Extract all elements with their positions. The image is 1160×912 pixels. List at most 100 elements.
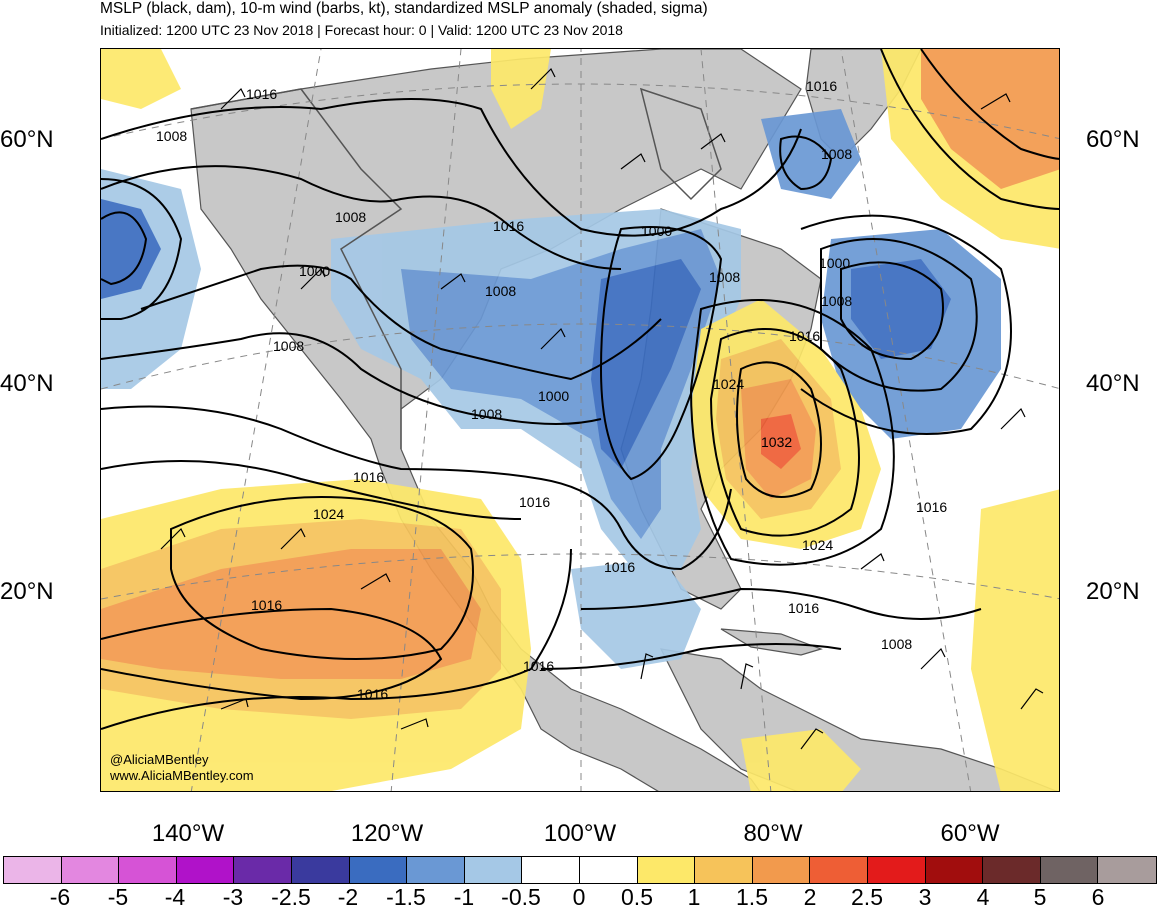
colorbar-box — [234, 857, 292, 883]
colorbar-box — [867, 857, 926, 883]
anomaly-pos-alaska — [491, 49, 551, 129]
wind-barb — [540, 327, 566, 350]
colorbar-label: 1.5 — [736, 884, 768, 910]
anomaly-pos-east-high-peak — [761, 414, 801, 469]
isobar-label: 1016 — [523, 658, 554, 674]
colorbar-label: 6 — [1091, 884, 1105, 910]
wind-barb — [300, 267, 326, 290]
isobar-label: 1024 — [313, 506, 344, 522]
colorbar-box — [522, 857, 580, 883]
isobar-label: 1008 — [485, 283, 516, 299]
colorbar-label: 2 — [803, 884, 817, 910]
isobar-label: 1024 — [713, 376, 744, 392]
colorbar-box — [407, 857, 465, 883]
isobar-label: 1024 — [802, 537, 833, 553]
credit-website: www.AliciaMBentley.com — [110, 768, 254, 783]
isobar-label: 1008 — [821, 146, 852, 162]
isobar — [101, 548, 572, 730]
map-panel: 1016 1008 1008 1016 1000 1008 1008 1000 … — [100, 48, 1060, 792]
isobar — [920, 49, 1059, 160]
colorbar-box — [752, 857, 811, 883]
lat-label-20n-left: 20°N — [0, 578, 54, 605]
colorbar-label: 5 — [1033, 884, 1047, 910]
isobar — [101, 98, 802, 237]
anomaly-neg-atlantic-low-core — [851, 259, 951, 359]
colorbar-box — [176, 857, 235, 883]
wind-barb — [440, 273, 466, 290]
isobar — [101, 405, 732, 571]
anomaly-neg-gulf — [571, 559, 701, 669]
isobar-label: 1016 — [246, 86, 277, 102]
isobar-label: 1008 — [821, 293, 852, 309]
colorbar-box — [61, 857, 120, 883]
isobar-label: 1032 — [761, 434, 792, 450]
isobar — [101, 460, 522, 520]
colorbar-label: 4 — [976, 884, 990, 910]
isobar — [101, 211, 148, 286]
colorbar-box — [810, 857, 868, 883]
colorbar-label: -0.5 — [501, 884, 541, 910]
colorbar-box — [695, 857, 753, 883]
wind-barb — [980, 93, 1011, 110]
isobar — [820, 238, 978, 392]
wind-barb — [530, 67, 556, 90]
isobar — [101, 332, 602, 425]
lon-label-60w: 60°W — [940, 820, 1000, 847]
colorbar-label: -2.5 — [271, 884, 311, 910]
lon-label-80w: 80°W — [743, 820, 803, 847]
colorbar-label: -5 — [107, 884, 129, 910]
map-svg: 1016 1008 1008 1016 1000 1008 1008 1000 … — [101, 49, 1059, 791]
isobar-label: 1016 — [788, 600, 819, 616]
isobar-label: 1008 — [709, 269, 740, 285]
isobar-label: 1016 — [251, 597, 282, 613]
colorbar-label: -1 — [453, 884, 475, 910]
coastline-hudson — [639, 87, 722, 201]
anomaly-pos-caribbean — [741, 729, 861, 791]
wind-barb — [280, 527, 306, 550]
figure-title: MSLP (black, dam), 10-m wind (barbs, kt)… — [100, 0, 708, 17]
credit-handle: @AliciaMBentley — [110, 752, 209, 767]
isobar — [101, 607, 443, 701]
lon-line-60w — [840, 49, 972, 791]
colorbar-label: -1.5 — [386, 884, 426, 910]
colorbar-label: 1 — [687, 884, 701, 910]
colorbar-label: -2 — [337, 884, 359, 910]
isobar-label: 1016 — [806, 78, 837, 94]
isobar-label: 1000 — [299, 263, 330, 279]
colorbar-label: 2.5 — [851, 884, 883, 910]
isobar-label: 1008 — [881, 636, 912, 652]
colorbar — [3, 856, 1157, 884]
colorbar-box — [1040, 857, 1099, 883]
isobar — [880, 49, 1059, 210]
isobar-label: 1016 — [353, 469, 384, 485]
lat-label-20n-right: 20°N — [1086, 578, 1140, 605]
coastline-pacific — [190, 88, 403, 449]
isobar — [101, 178, 183, 320]
colorbar-label: -4 — [164, 884, 186, 910]
wind-barb — [220, 698, 249, 710]
wind-barb — [1000, 407, 1026, 430]
wind-barb — [400, 718, 429, 730]
isobar — [779, 135, 833, 191]
lon-label-140w: 140°W — [151, 820, 225, 847]
wind-barb — [740, 663, 754, 690]
colorbar-box — [119, 857, 177, 883]
lon-label-120w: 120°W — [350, 820, 424, 847]
isobar-label: 1016 — [916, 499, 947, 515]
lon-label-100w: 100°W — [543, 820, 617, 847]
isobar — [709, 328, 860, 537]
colorbar-box — [4, 857, 62, 883]
wind-barb — [160, 527, 186, 550]
anomaly-pos-north-pacific — [101, 49, 181, 109]
isobar-label: 1000 — [641, 223, 672, 239]
wind-barbs — [160, 67, 1044, 750]
wind-barb — [700, 133, 726, 150]
wind-barb — [860, 553, 885, 570]
colorbar-label: 3 — [918, 884, 932, 910]
isobar-label: 1016 — [789, 328, 820, 344]
figure-subtitle: Initialized: 1200 UTC 23 Nov 2018 | Fore… — [100, 22, 623, 38]
isobar-label: 1008 — [273, 338, 304, 354]
isobar-label: 1016 — [604, 559, 635, 575]
isobar-label: 1008 — [156, 128, 187, 144]
land-north-america — [190, 49, 802, 791]
